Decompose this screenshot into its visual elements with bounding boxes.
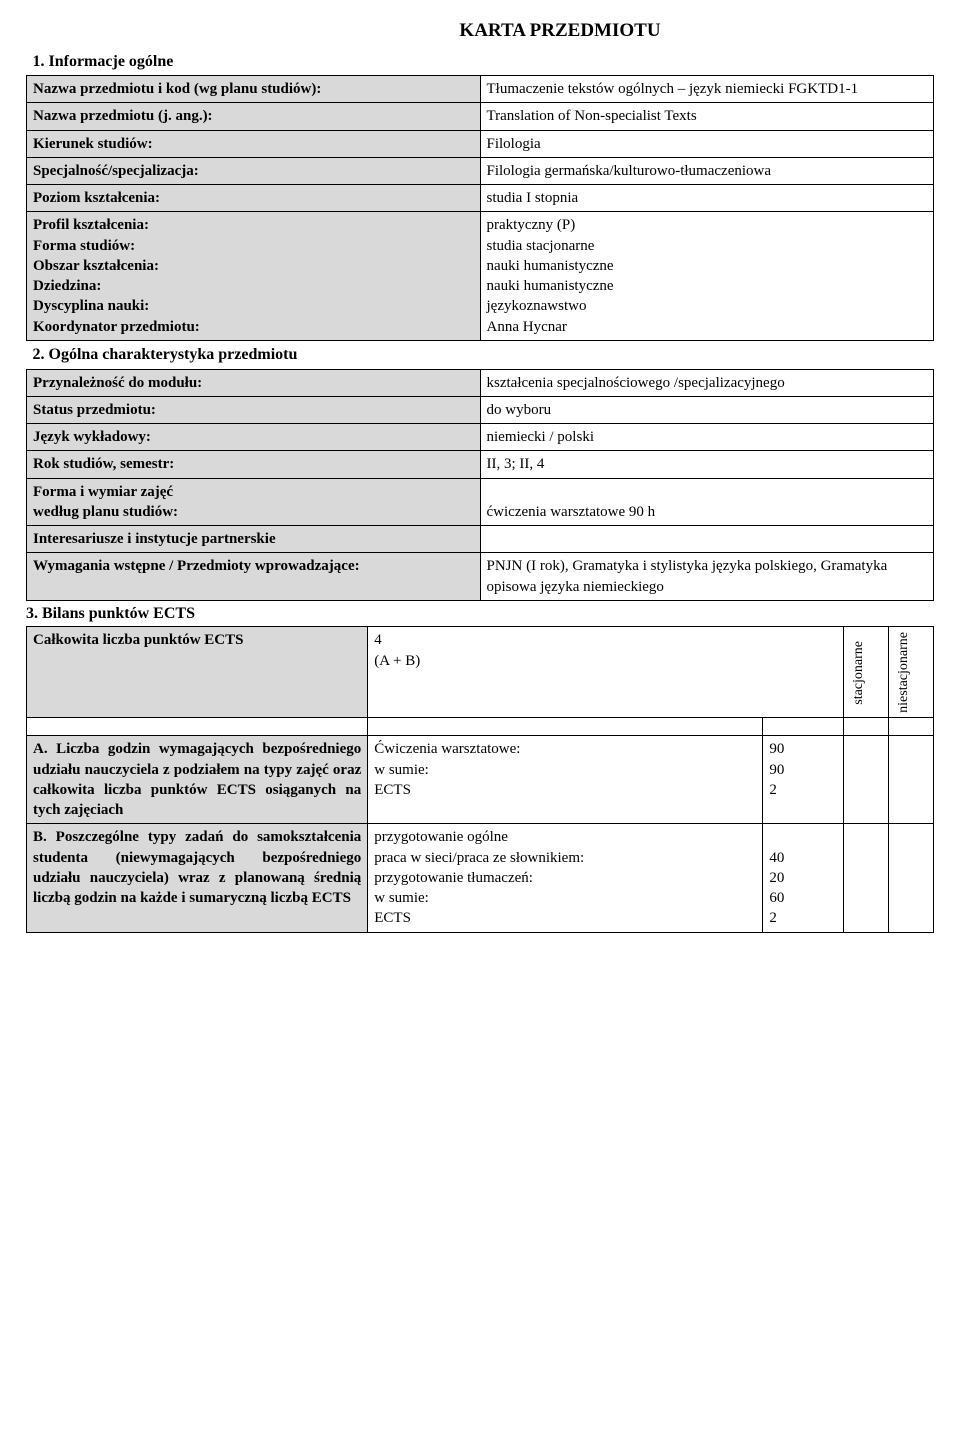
ects-a-desc: Ćwiczenia warsztatowe: w sumie: ECTS: [368, 736, 763, 824]
spacer-cell: [889, 718, 934, 736]
multi-label: Koordynator przedmiotu:: [33, 317, 474, 337]
table-row: Rok studiów, semestr: II, 3; II, 4: [27, 451, 934, 478]
ects-a-niestac: [889, 736, 934, 824]
spacer-cell: [763, 718, 844, 736]
ects-b-desc: przygotowanie ogólne praca w sieci/praca…: [368, 824, 763, 932]
ects-total-label: Całkowita liczba punktów ECTS: [27, 627, 368, 718]
field-label: Forma i wymiar zajęć według planu studió…: [27, 478, 481, 526]
table-row: Status przedmiotu: do wyboru: [27, 396, 934, 423]
table-row: Nazwa przedmiotu (j. ang.): Translation …: [27, 103, 934, 130]
ects-col-stacjonarne: stacjonarne: [844, 627, 889, 718]
ects-b-stac: [844, 824, 889, 932]
field-value: [480, 526, 934, 553]
field-value: niemiecki / polski: [480, 424, 934, 451]
ects-spacer-row: [27, 718, 934, 736]
table-row: Forma i wymiar zajęć według planu studió…: [27, 478, 934, 526]
table-row: Nazwa przedmiotu i kod (wg planu studiów…: [27, 76, 934, 103]
field-value-multi: praktyczny (P) studia stacjonarne nauki …: [480, 212, 934, 341]
ects-b-label: B. Poszczególne typy zadań do samokształ…: [27, 824, 368, 932]
field-label: Specjalność/specjalizacja:: [27, 157, 481, 184]
section-3-heading: 3. Bilans punktów ECTS: [26, 603, 934, 625]
multi-value: nauki humanistyczne: [487, 256, 928, 276]
ects-col-niestacjonarne: niestacjonarne: [889, 627, 934, 718]
field-label: Kierunek studiów:: [27, 130, 481, 157]
table-row: Kierunek studiów: Filologia: [27, 130, 934, 157]
multi-label: Forma studiów:: [33, 236, 474, 256]
spacer-cell: [368, 718, 763, 736]
table-row: Poziom kształcenia: studia I stopnia: [27, 185, 934, 212]
field-label: Status przedmiotu:: [27, 396, 481, 423]
section-1-heading: 1. Informacje ogólne: [27, 48, 934, 76]
vertical-label-niestacjonarne: niestacjonarne: [895, 632, 914, 713]
multi-label: Dziedzina:: [33, 276, 474, 296]
ects-table: Całkowita liczba punktów ECTS 4 (A + B) …: [26, 626, 934, 932]
ects-a-nums: 90 90 2: [763, 736, 844, 824]
spacer-cell: [844, 718, 889, 736]
vertical-label-stacjonarne: stacjonarne: [850, 641, 869, 705]
course-card-table: 1. Informacje ogólne Nazwa przedmiotu i …: [26, 48, 934, 601]
field-label: Rok studiów, semestr:: [27, 451, 481, 478]
ects-total-value: 4 (A + B): [368, 627, 844, 718]
multi-label: Dyscyplina nauki:: [33, 296, 474, 316]
field-label: Nazwa przedmiotu (j. ang.):: [27, 103, 481, 130]
multi-value: studia stacjonarne: [487, 236, 928, 256]
field-value: studia I stopnia: [480, 185, 934, 212]
field-label: Nazwa przedmiotu i kod (wg planu studiów…: [27, 76, 481, 103]
table-row-multi: Profil kształcenia: Forma studiów: Obsza…: [27, 212, 934, 341]
multi-label: Profil kształcenia:: [33, 215, 474, 235]
multi-value: praktyczny (P): [487, 215, 928, 235]
field-label: Przynależność do modułu:: [27, 369, 481, 396]
spacer-cell: [27, 718, 368, 736]
field-value: Filologia germańska/kulturowo-tłumaczeni…: [480, 157, 934, 184]
field-value: ćwiczenia warsztatowe 90 h: [480, 478, 934, 526]
ects-a-label: A. Liczba godzin wymagających bezpośredn…: [27, 736, 368, 824]
section-2-heading: 2. Ogólna charakterystyka przedmiotu: [27, 340, 934, 369]
field-value: Tłumaczenie tekstów ogólnych – język nie…: [480, 76, 934, 103]
field-label: Poziom kształcenia:: [27, 185, 481, 212]
multi-label: Obszar kształcenia:: [33, 256, 474, 276]
table-row: Specjalność/specjalizacja: Filologia ger…: [27, 157, 934, 184]
field-label: Język wykładowy:: [27, 424, 481, 451]
table-row: Przynależność do modułu: kształcenia spe…: [27, 369, 934, 396]
ects-b-niestac: [889, 824, 934, 932]
table-row: Język wykładowy: niemiecki / polski: [27, 424, 934, 451]
field-label: Wymagania wstępne / Przedmioty wprowadza…: [27, 553, 481, 601]
field-value: PNJN (I rok), Gramatyka i stylistyka jęz…: [480, 553, 934, 601]
table-row: Wymagania wstępne / Przedmioty wprowadza…: [27, 553, 934, 601]
multi-value: Anna Hycnar: [487, 317, 928, 337]
ects-b-nums: 40 20 60 2: [763, 824, 844, 932]
ects-row-a: A. Liczba godzin wymagających bezpośredn…: [27, 736, 934, 824]
multi-value: nauki humanistyczne: [487, 276, 928, 296]
ects-row-b: B. Poszczególne typy zadań do samokształ…: [27, 824, 934, 932]
field-value: Translation of Non-specialist Texts: [480, 103, 934, 130]
field-label: Interesariusze i instytucje partnerskie: [27, 526, 481, 553]
field-value: Filologia: [480, 130, 934, 157]
ects-total-row: Całkowita liczba punktów ECTS 4 (A + B) …: [27, 627, 934, 718]
field-value: do wyboru: [480, 396, 934, 423]
document-title: KARTA PRZEDMIOTU: [186, 18, 934, 44]
table-row: Interesariusze i instytucje partnerskie: [27, 526, 934, 553]
ects-a-stac: [844, 736, 889, 824]
field-value: kształcenia specjalnościowego /specjaliz…: [480, 369, 934, 396]
field-value: II, 3; II, 4: [480, 451, 934, 478]
field-label-multi: Profil kształcenia: Forma studiów: Obsza…: [27, 212, 481, 341]
multi-value: językoznawstwo: [487, 296, 928, 316]
